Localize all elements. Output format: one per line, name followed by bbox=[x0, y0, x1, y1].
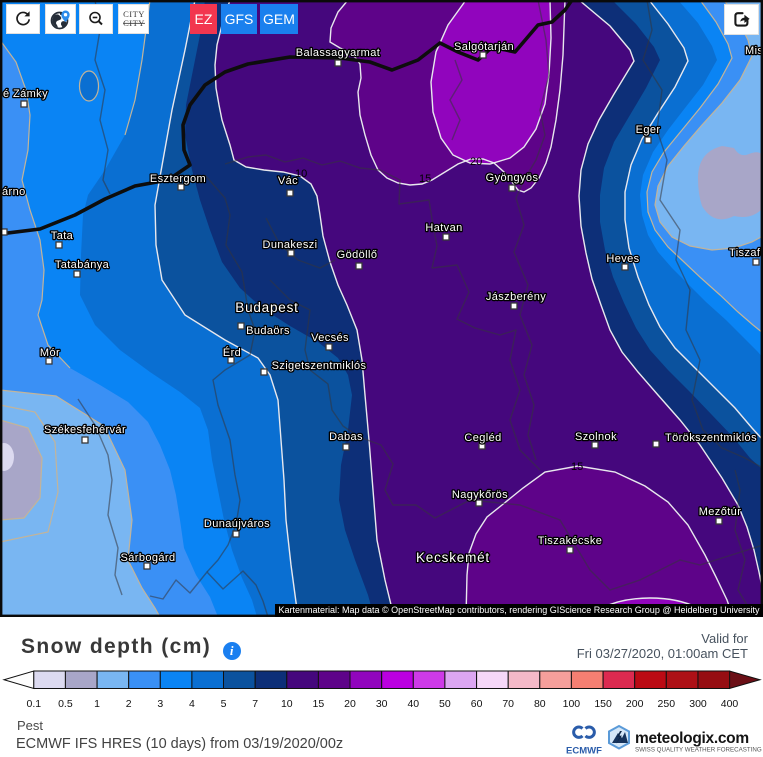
svg-text:60: 60 bbox=[471, 698, 483, 710]
svg-text:CITY: CITY bbox=[123, 9, 145, 19]
svg-text:3: 3 bbox=[157, 698, 163, 710]
svg-text:Tata: Tata bbox=[51, 230, 74, 242]
svg-text:400: 400 bbox=[721, 698, 739, 710]
svg-text:Tiszakécske: Tiszakécske bbox=[538, 535, 603, 547]
svg-text:Gyöngyös: Gyöngyös bbox=[486, 172, 539, 184]
svg-text:Tiszafüred: Tiszafüred bbox=[729, 247, 763, 259]
svg-text:15: 15 bbox=[419, 173, 431, 185]
svg-text:Esztergom: Esztergom bbox=[150, 173, 206, 185]
svg-text:Cegléd: Cegléd bbox=[464, 432, 501, 444]
svg-text:10: 10 bbox=[281, 698, 293, 710]
svg-text:10: 10 bbox=[295, 168, 307, 180]
svg-text:Eger: Eger bbox=[636, 124, 661, 136]
svg-text:Kecskemét: Kecskemét bbox=[416, 550, 490, 565]
svg-text:200: 200 bbox=[626, 698, 644, 710]
svg-text:20: 20 bbox=[470, 156, 482, 168]
svg-text:15: 15 bbox=[313, 698, 325, 710]
svg-text:30: 30 bbox=[376, 698, 388, 710]
svg-text:2: 2 bbox=[126, 698, 132, 710]
svg-text:Dabas: Dabas bbox=[329, 431, 363, 443]
svg-text:Vác: Vác bbox=[278, 175, 298, 187]
svg-text:Tatabánya: Tatabánya bbox=[55, 259, 110, 271]
svg-text:CITY: CITY bbox=[123, 18, 145, 28]
svg-text:150: 150 bbox=[594, 698, 612, 710]
svg-text:Dunakeszi: Dunakeszi bbox=[263, 239, 318, 251]
svg-text:Sárbogárd: Sárbogárd bbox=[121, 552, 176, 564]
svg-text:0.1: 0.1 bbox=[26, 698, 41, 710]
svg-text:20: 20 bbox=[344, 698, 356, 710]
svg-text:Balassagyarmat: Balassagyarmat bbox=[296, 47, 380, 59]
svg-text:Érd: Érd bbox=[223, 346, 241, 359]
svg-text:Hatvan: Hatvan bbox=[425, 222, 462, 234]
svg-text:Szolnok: Szolnok bbox=[575, 431, 617, 443]
svg-text:Gödöllő: Gödöllő bbox=[337, 249, 378, 261]
svg-text:Mór: Mór bbox=[40, 347, 60, 359]
svg-text:Mezőtúr: Mezőtúr bbox=[699, 506, 742, 518]
svg-text:Heves: Heves bbox=[606, 253, 639, 265]
svg-text:Dunaújváros: Dunaújváros bbox=[204, 518, 270, 530]
svg-text:ECMWF: ECMWF bbox=[566, 746, 602, 757]
svg-text:7: 7 bbox=[252, 698, 258, 710]
svg-text:300: 300 bbox=[689, 698, 707, 710]
svg-text:80: 80 bbox=[534, 698, 546, 710]
svg-text:Nagykőrös: Nagykőrös bbox=[452, 489, 508, 501]
svg-text:Szigetszentmiklós: Szigetszentmiklós bbox=[272, 360, 367, 372]
svg-text:5: 5 bbox=[221, 698, 227, 710]
svg-text:SWISS QUALITY WEATHER FORECAST: SWISS QUALITY WEATHER FORECASTING bbox=[635, 747, 762, 754]
svg-text:15: 15 bbox=[571, 461, 583, 473]
svg-text:40: 40 bbox=[407, 698, 419, 710]
svg-text:Salgótarján: Salgótarján bbox=[454, 41, 514, 53]
svg-text:Miskolc: Miskolc bbox=[745, 45, 763, 57]
svg-text:100: 100 bbox=[563, 698, 581, 710]
svg-text:4: 4 bbox=[189, 698, 195, 710]
svg-text:250: 250 bbox=[658, 698, 676, 710]
svg-text:Törökszentmiklós: Törökszentmiklós bbox=[665, 432, 757, 444]
svg-text:árno: árno bbox=[2, 186, 26, 198]
svg-text:Székesfehérvár: Székesfehérvár bbox=[44, 424, 126, 436]
svg-text:70: 70 bbox=[502, 698, 514, 710]
svg-text:meteologix.com: meteologix.com bbox=[635, 730, 749, 747]
svg-text:Jászberény: Jászberény bbox=[486, 291, 546, 303]
svg-text:Budaörs: Budaörs bbox=[246, 325, 290, 337]
svg-text:Budapest: Budapest bbox=[235, 300, 298, 315]
svg-text:é Zámky: é Zámky bbox=[3, 88, 48, 100]
svg-text:50: 50 bbox=[439, 698, 451, 710]
svg-text:0.5: 0.5 bbox=[58, 698, 73, 710]
svg-text:1: 1 bbox=[94, 698, 100, 710]
svg-text:Vecsés: Vecsés bbox=[311, 332, 349, 344]
